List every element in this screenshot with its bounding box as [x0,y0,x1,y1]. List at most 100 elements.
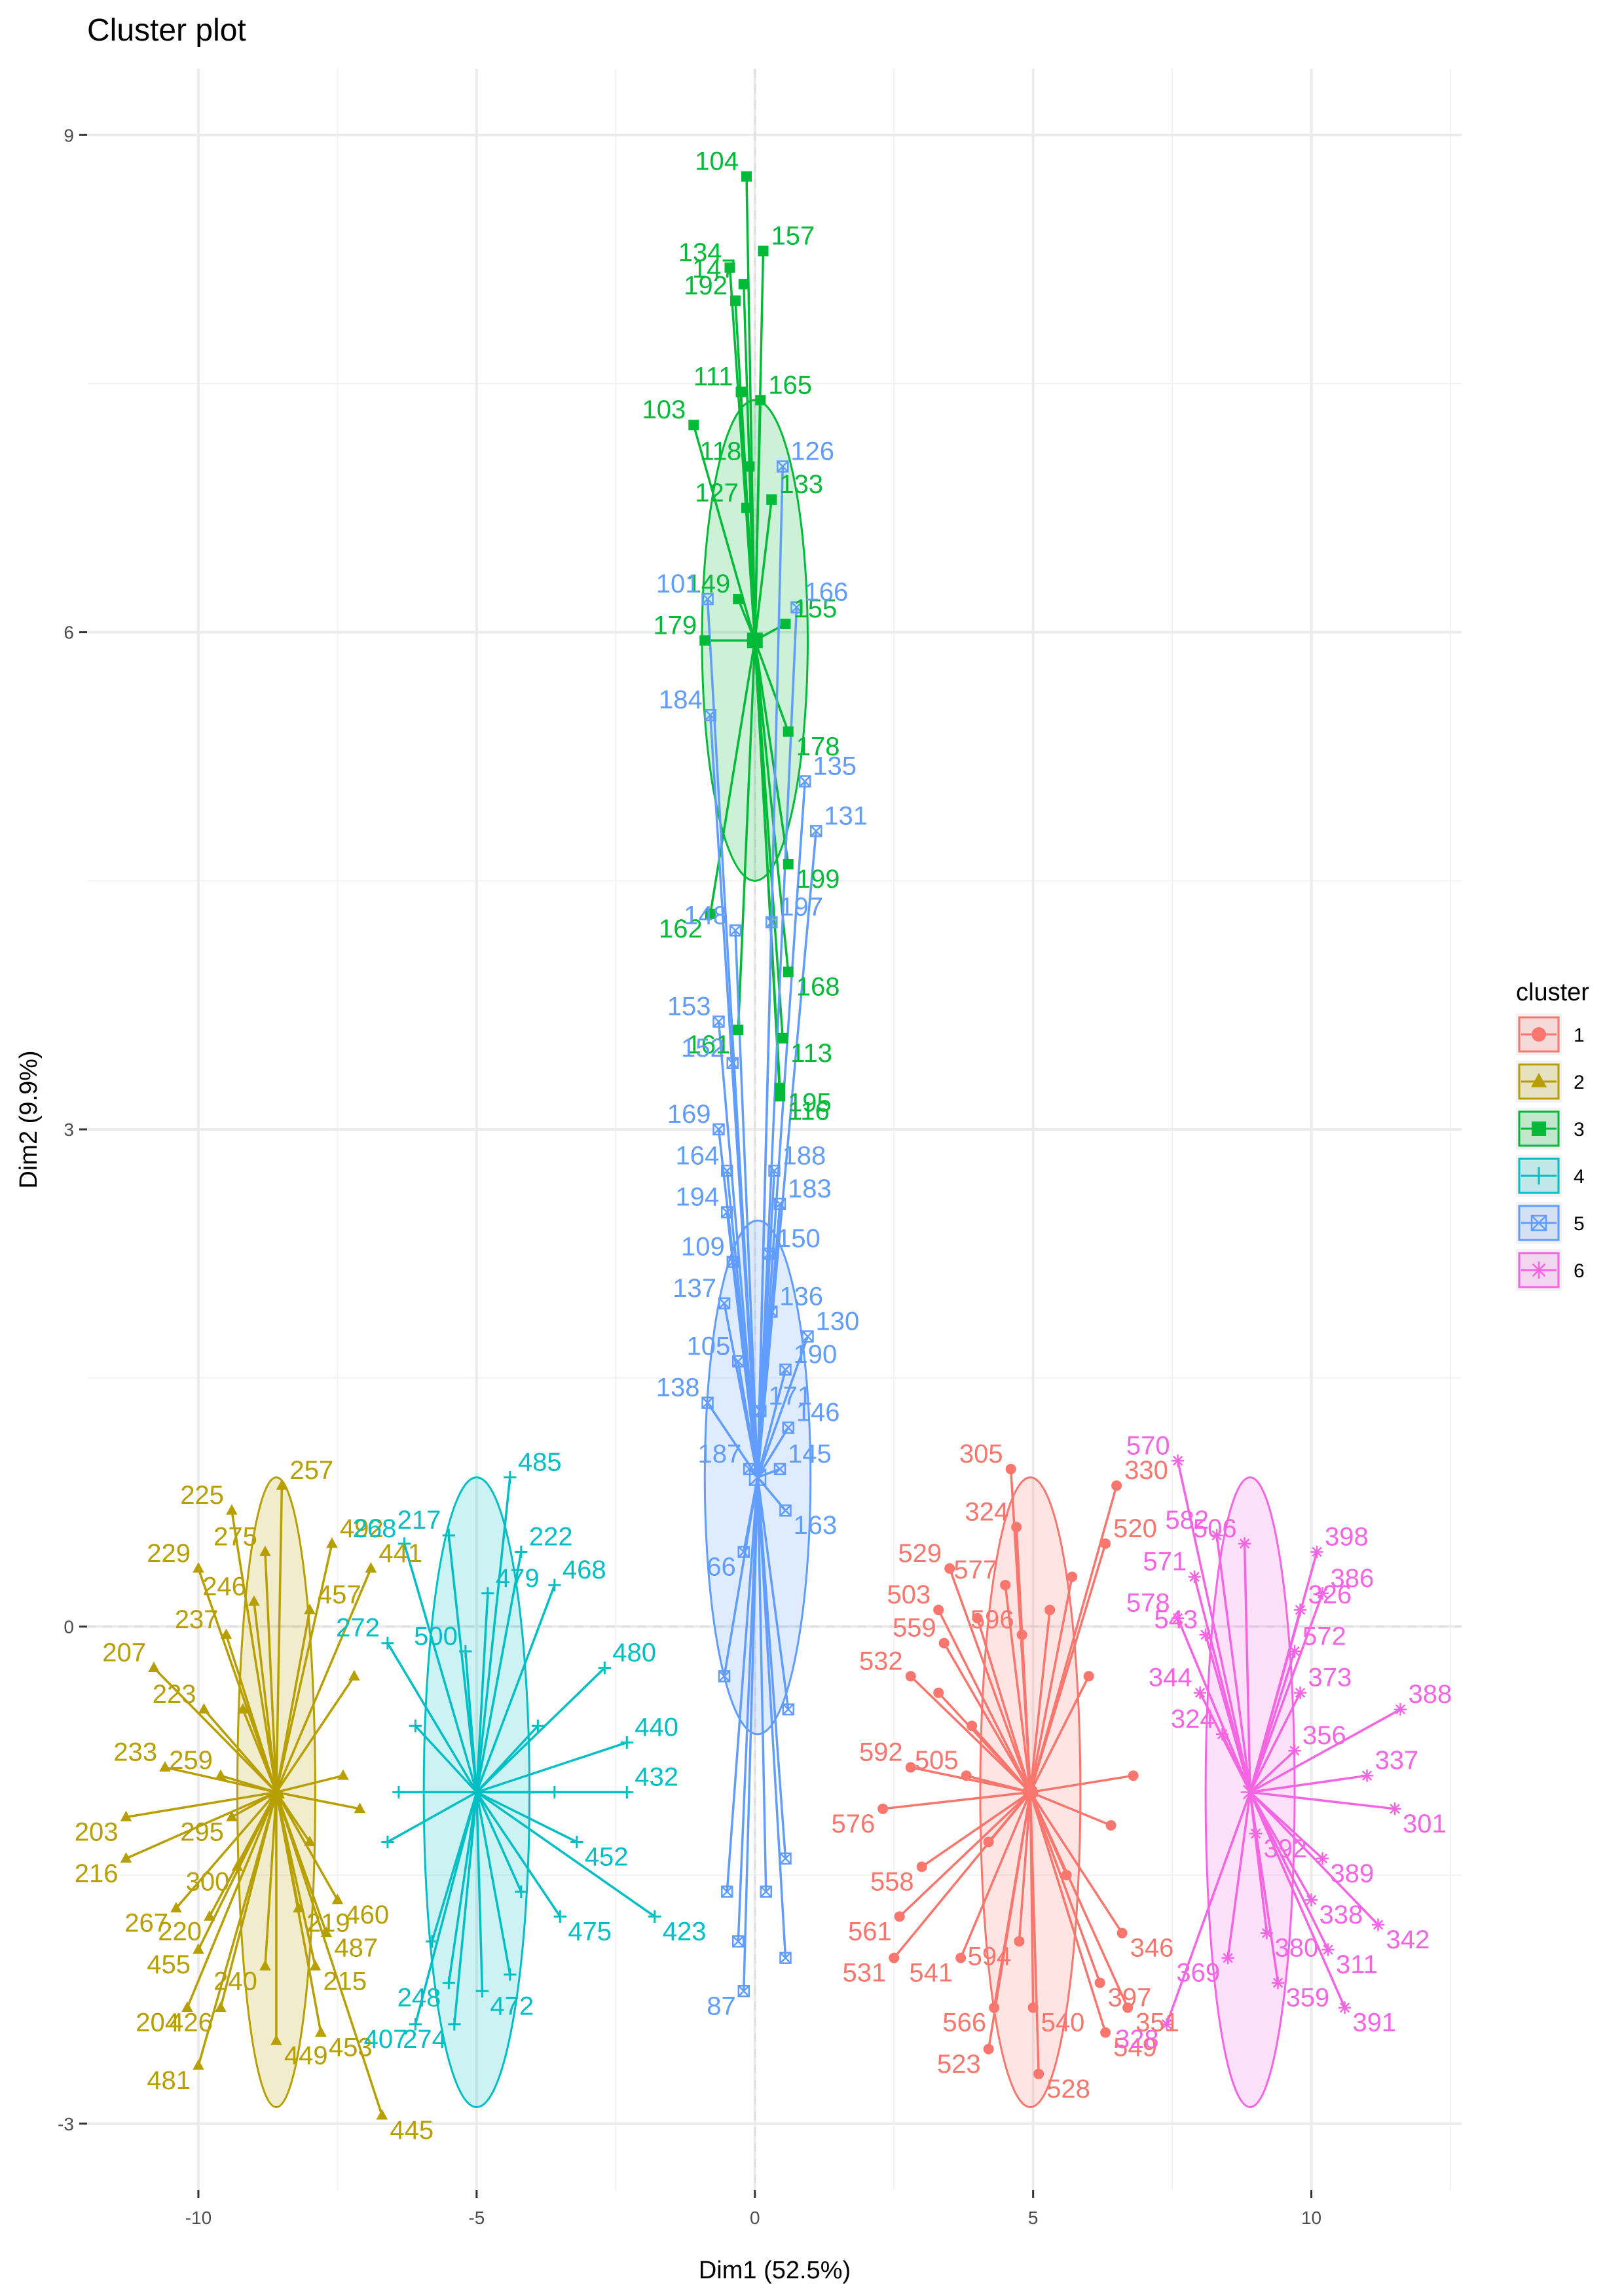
cluster-segment [447,1535,478,1793]
cluster-segment [275,1791,311,1843]
point-triangle [148,1662,160,1673]
point-star [1393,1703,1407,1716]
point-star [1293,1603,1307,1616]
cluster-segment [475,1791,561,1918]
cluster-segment [1004,1584,1032,1793]
point-circle [1011,1522,1022,1533]
point-label: 163 [793,1511,837,1540]
point-circle [889,1952,900,1963]
cluster-segment [754,640,790,865]
point-star [1293,1686,1307,1700]
point-cross [475,1984,489,1997]
cluster-segment [476,1791,578,1844]
point-label: 240 [213,1967,257,1995]
point-cross [504,1470,517,1484]
point-label: 220 [158,1917,202,1946]
point-square-cross [762,1247,775,1260]
cluster-segment [966,1774,1031,1794]
point-label: 453 [329,2033,373,2062]
point-cross [442,1976,455,1990]
point-cross [553,1910,566,1923]
point-square [783,966,794,977]
cluster-segment [707,1402,759,1478]
point-label: 392 [1264,1834,1308,1863]
point-cross [459,1645,472,1658]
point-label: 351 [1135,2009,1179,2037]
cluster-segment [1165,1791,1251,2025]
point-label: 169 [667,1100,711,1129]
point-star [1316,1587,1329,1600]
point-label: 571 [1143,1547,1187,1576]
point-triangle [293,1902,304,1913]
cluster-segment [264,1792,278,1967]
point-circle [1122,2002,1134,2013]
point-square [755,395,766,406]
cluster-segment [186,1791,278,2009]
point-triangle [304,1603,316,1614]
point-label: 197 [779,893,823,922]
cluster-segment [745,507,756,641]
x-tick-label: 5 [1028,2208,1039,2228]
cluster-segment [253,1601,278,1793]
cluster-segment [242,1709,278,1793]
point-triangle [320,1927,333,1938]
point-label: 246 [202,1572,246,1601]
point-circle [983,2043,994,2054]
cluster-segment [1029,1675,1090,1793]
y-tick-label: 0 [64,1616,74,1637]
cluster-segment [731,1063,759,1478]
point-square [774,1082,785,1093]
point-label: 487 [334,1934,378,1963]
cluster-segment [883,1791,1031,1810]
point-label: 105 [687,1332,731,1360]
point-label: 152 [681,1034,725,1063]
point-square [699,635,710,646]
y-tick-label: 9 [64,125,74,145]
point-label: 301 [1403,1810,1447,1838]
point-triangle [309,1959,322,1971]
point-cross [1530,1167,1548,1185]
cluster-segment [976,1618,1032,1793]
point-label: 275 [213,1522,257,1551]
point-label: 145 [788,1440,832,1468]
point-square-cross [737,1985,750,1997]
cluster-segment [386,1642,478,1793]
point-label: 388 [1409,1680,1452,1709]
cluster-segment [1215,1535,1251,1793]
point-circle [1061,1870,1072,1881]
point-label: 391 [1353,2009,1397,2037]
cluster-segment [126,1791,277,1819]
cluster-segment [1029,1791,1107,2033]
point-label: 274 [403,2025,447,2054]
cluster-segment [1249,1749,1296,1793]
point-circle [944,1563,955,1574]
point-label: 166 [804,578,848,607]
cluster-segment [275,1485,284,1793]
point-label: 338 [1320,1901,1363,1929]
cluster-segment [692,424,756,641]
cluster-segment [1176,1618,1251,1793]
point-label: 529 [898,1539,942,1568]
cluster-segment [737,640,756,1030]
point-label: 207 [102,1639,146,1667]
point-star [1188,1570,1201,1584]
point-label: 520 [1113,1514,1157,1543]
legend-label: 6 [1574,1260,1585,1282]
point-label: 259 [169,1746,213,1775]
point-cross [620,1736,633,1749]
point-cross [448,2018,461,2031]
point-star [1321,1943,1335,1956]
point-square-cross [721,1886,733,1898]
point-circle [1000,1580,1011,1591]
legend-key-3 [1516,1108,1562,1150]
cluster-segment [231,1510,278,1793]
point-triangle [193,1562,204,1573]
point-star [1360,1769,1374,1782]
cluster-segment [153,1667,278,1793]
point-circle [1005,1463,1016,1474]
point-square-cross [701,1396,714,1409]
point-square [766,494,777,505]
point-square-cross [732,1355,745,1368]
point-circle [933,1605,944,1616]
